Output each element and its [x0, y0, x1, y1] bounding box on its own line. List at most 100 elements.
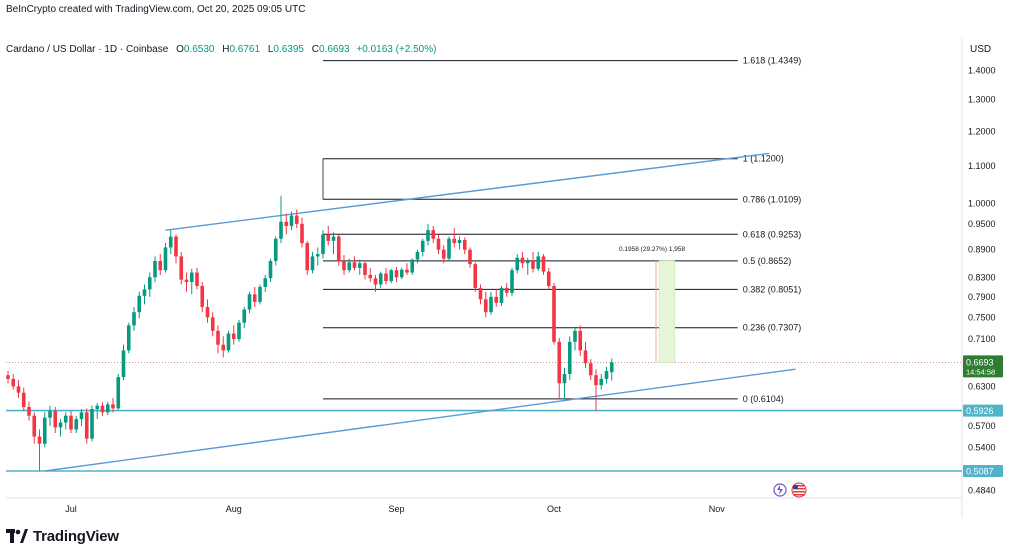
candle-body — [84, 412, 89, 439]
candle-body — [74, 419, 79, 430]
candle-body — [210, 317, 215, 331]
candle-body — [504, 287, 509, 293]
candle-body — [153, 260, 157, 278]
candle-body — [336, 236, 341, 261]
candle-body — [258, 286, 262, 302]
candle-body — [95, 405, 100, 409]
candle-body — [132, 312, 136, 326]
candle-body — [499, 287, 504, 303]
flag-stripe — [793, 494, 805, 496]
x-tick-label: Jul — [65, 504, 77, 514]
fib-level-label: 1.618 (1.4349) — [743, 56, 802, 66]
candle-body — [347, 262, 352, 271]
bar-countdown-label: 14:54:58 — [966, 367, 995, 376]
candle-body — [90, 408, 94, 439]
candle-body — [609, 362, 614, 373]
candle-body — [483, 299, 488, 313]
candle-body — [562, 374, 567, 384]
tradingview-brand: TradingView — [6, 526, 119, 546]
candle-body — [105, 404, 110, 413]
candle-body — [588, 363, 593, 376]
candle-body — [447, 238, 451, 259]
candle-body — [373, 278, 378, 285]
candle-body — [27, 407, 31, 416]
symbol-name[interactable]: Cardano / US Dollar · 1D · Coinbase — [6, 44, 169, 55]
candle-body — [494, 296, 499, 303]
y-tick-label: 0.8900 — [968, 245, 996, 255]
candle-body — [604, 370, 609, 379]
candle-body — [468, 249, 472, 265]
fib-level-label: 0 (0.6104) — [743, 394, 784, 404]
fib-level-label: 0.5 (0.8652) — [743, 256, 792, 266]
candle-body — [137, 295, 142, 313]
y-tick-label: 0.4840 — [968, 486, 996, 496]
candle-body — [121, 350, 126, 378]
candle-body — [315, 254, 320, 257]
candle-body — [21, 392, 26, 408]
flag-stripe — [793, 488, 805, 490]
candle-body — [536, 256, 541, 269]
candle-body — [184, 279, 189, 283]
candle-body — [342, 260, 346, 271]
high-label: H — [222, 44, 230, 55]
y-tick-label: 1.3000 — [968, 95, 996, 105]
candle-body — [567, 341, 572, 375]
candle-body — [273, 238, 278, 261]
flag-stripe — [793, 491, 805, 493]
candle-body — [441, 249, 446, 259]
high-value: 0.6761 — [229, 44, 261, 55]
candle-body — [310, 256, 315, 271]
y-tick-label: 1.0000 — [968, 199, 996, 209]
close-label: C — [311, 44, 320, 55]
fib-level-label: 1 (1.1200) — [743, 154, 784, 164]
candle-body — [321, 234, 325, 255]
candle-body — [326, 234, 331, 241]
change-value: +0.0163 (+2.50%) — [356, 44, 437, 55]
candle-body — [79, 412, 84, 420]
candle-body — [231, 333, 236, 340]
candle-body — [268, 260, 273, 279]
candle-body — [221, 344, 226, 351]
candle-body — [189, 272, 194, 283]
support-price-label: 0.5926 — [966, 406, 994, 416]
y-tick-label: 1.4000 — [968, 65, 996, 75]
measure-box — [658, 260, 676, 363]
channel-trendline — [165, 152, 770, 231]
candle-body — [111, 404, 115, 409]
candle-body — [405, 269, 409, 273]
candle-body — [431, 230, 436, 239]
currency-label[interactable]: USD — [970, 44, 992, 55]
candle-body — [384, 273, 388, 282]
symbol-legend: Cardano / US Dollar · 1D · Coinbase O 0.6… — [6, 44, 436, 55]
candle-body — [163, 247, 168, 271]
candle-body — [415, 251, 420, 260]
candle-body — [594, 375, 598, 386]
fib-level-label: 0.618 (0.9253) — [743, 229, 802, 239]
candle-body — [520, 257, 525, 264]
candle-body — [16, 386, 21, 393]
candle-body — [279, 221, 283, 239]
y-tick-label: 0.8300 — [968, 272, 996, 282]
candle-body — [247, 294, 252, 310]
y-tick-label: 0.5700 — [968, 421, 996, 431]
open-label: O — [176, 44, 184, 55]
candle-body — [289, 215, 294, 226]
candle-body — [58, 422, 63, 428]
candles-group — [6, 195, 614, 471]
low-value: 0.6395 — [273, 44, 304, 55]
candle-body — [48, 410, 52, 418]
candle-body — [37, 436, 42, 444]
candle-body — [552, 285, 556, 342]
flag-stripe — [793, 485, 805, 487]
candle-body — [69, 415, 73, 430]
candle-body — [158, 260, 163, 271]
candle-body — [489, 296, 493, 313]
candle-body — [252, 294, 257, 302]
fib-level-label: 0.786 (1.0109) — [743, 194, 802, 204]
candle-body — [42, 417, 47, 444]
y-tick-label: 1.2000 — [968, 126, 996, 136]
candle-body — [410, 259, 415, 273]
measure-label: 0.1958 (29.27%) 1,958 — [619, 246, 686, 253]
candle-body — [179, 256, 184, 280]
